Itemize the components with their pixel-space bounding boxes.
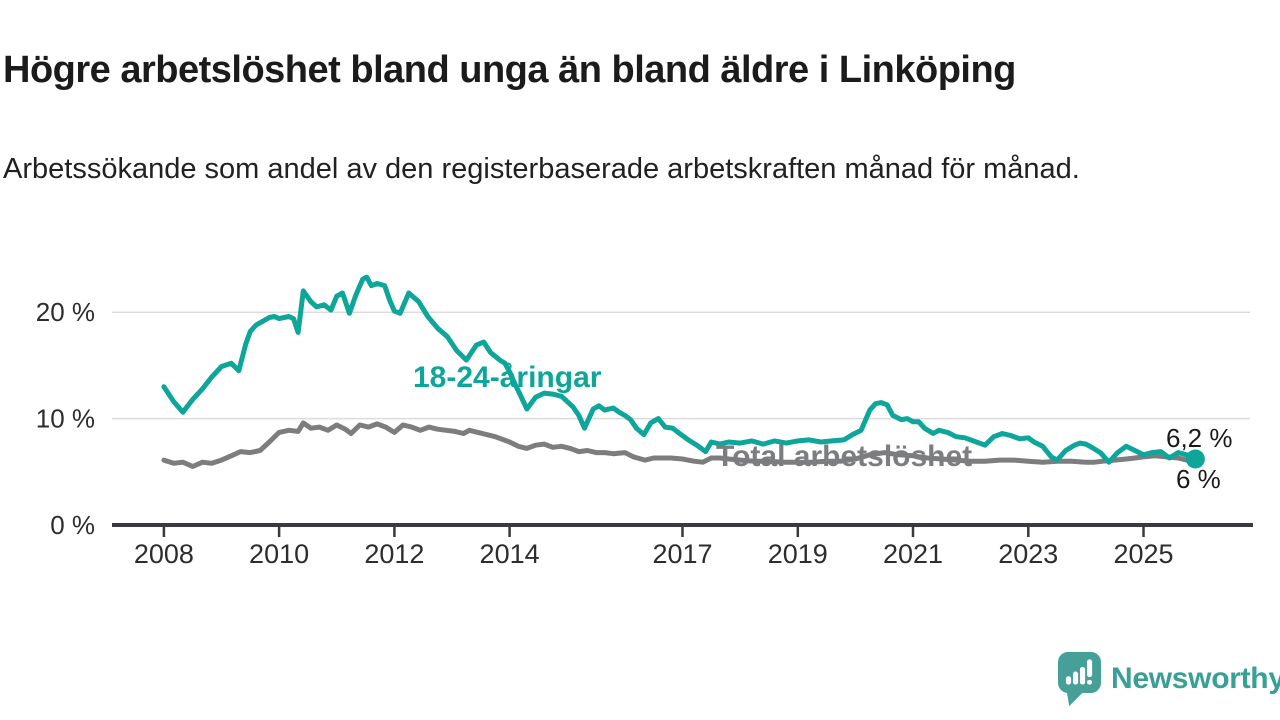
x-axis-tick-label: 2008 (134, 539, 194, 569)
x-axis-tick-label: 2014 (480, 539, 540, 569)
newsworthy-bubble-icon (1057, 651, 1102, 707)
x-axis-tick-label: 2012 (364, 539, 424, 569)
y-axis-tick-label: 10 % (36, 404, 95, 434)
series-label-young: 18-24-åringar (413, 361, 602, 394)
page-title: Högre arbetslöshet bland unga än bland ä… (3, 49, 1016, 92)
series-label-total: Total arbetslöshet (716, 440, 973, 473)
series-line-young (161, 274, 1198, 465)
end-value-young: 6,2 % (1166, 423, 1233, 453)
x-axis-tick-label: 2019 (768, 539, 828, 569)
x-axis-tick-label: 2017 (652, 539, 712, 569)
x-axis-tick-label: 2021 (883, 539, 943, 569)
y-axis-tick-label: 0 % (50, 510, 95, 540)
page-subtitle: Arbetssökande som andel av den registerb… (3, 153, 1080, 185)
newsworthy-wordmark: Newsworthy (1111, 662, 1280, 695)
x-axis-tick-label: 2025 (1113, 539, 1173, 569)
series-end-dot (1185, 449, 1205, 469)
y-axis-tick-label: 20 % (36, 297, 95, 327)
series-line-total (161, 420, 1198, 469)
newsworthy-logo: Newsworthy (1056, 650, 1280, 708)
x-axis-tick-label: 2010 (249, 539, 309, 569)
end-value-total: 6 % (1176, 464, 1221, 494)
x-axis-tick-label: 2023 (998, 539, 1058, 569)
